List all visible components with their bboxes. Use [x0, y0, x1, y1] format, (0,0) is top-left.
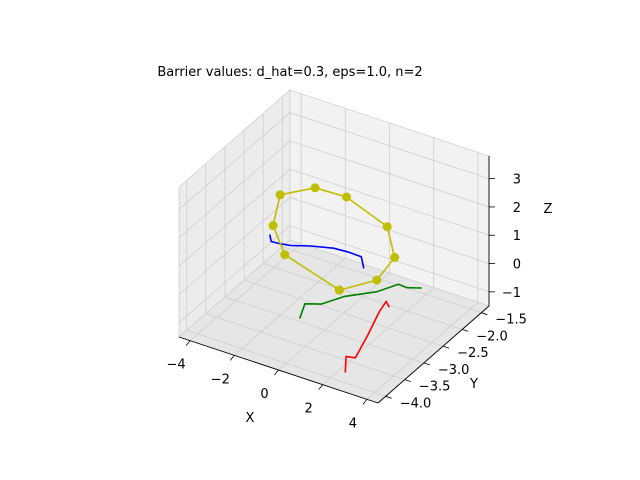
x-tick-mark	[274, 369, 279, 376]
series-marker	[382, 222, 392, 232]
series-line-2	[298, 283, 422, 319]
y-tick-label: −1.5	[495, 313, 527, 328]
series-line-4	[272, 187, 396, 291]
grid-line-x	[189, 93, 302, 342]
y-axis-line	[377, 305, 490, 404]
grid-line-z	[178, 225, 490, 324]
x-tick-mark	[362, 399, 368, 405]
series-marker	[280, 250, 290, 260]
y-axis-label: Y	[469, 377, 478, 392]
z-tick-label: −1	[502, 286, 521, 301]
grid-line-y	[224, 146, 425, 364]
y-tick-mark	[404, 379, 411, 382]
series-marker	[342, 192, 351, 202]
z-axis-label: Z	[544, 202, 553, 217]
grid-line-z	[178, 168, 490, 267]
y-tick-label: −2.0	[476, 329, 508, 344]
y-tick-mark	[462, 329, 469, 332]
x-tick-label: 0	[260, 387, 268, 402]
series-line-3	[344, 300, 390, 373]
series-line-1	[269, 234, 365, 269]
grid-line-y	[262, 113, 463, 330]
x-tick-label: 2	[305, 402, 313, 417]
chart-title: Barrier values: d_hat=0.3, eps=1.0, n=2	[157, 65, 422, 80]
grid-line-z	[178, 197, 490, 295]
x-axis-label: X	[246, 411, 255, 426]
y-tick-label: −2.5	[457, 346, 489, 361]
grid-lines	[178, 93, 490, 400]
x-tick-label: −4	[167, 358, 186, 373]
data-series	[268, 183, 422, 373]
series-marker	[372, 275, 382, 285]
series-marker	[310, 183, 320, 193]
x-tick-label: 4	[349, 416, 357, 431]
y-tick-mark	[442, 345, 450, 349]
grid-line-x	[366, 152, 479, 400]
y-tick-label: −4.0	[400, 396, 432, 411]
grid-line-y	[243, 130, 444, 347]
x-tick-mark	[185, 340, 191, 346]
x-tick-mark	[229, 355, 235, 361]
x-tick-label: −2	[211, 372, 230, 387]
z-tick-label: 0	[513, 258, 521, 273]
grid-line-x	[278, 123, 390, 371]
z-tick-label: 2	[513, 201, 521, 216]
series-marker	[268, 221, 278, 231]
y-tick-label: −3.0	[438, 363, 470, 378]
y-tick-mark	[423, 362, 431, 366]
grid-line-x	[234, 108, 346, 356]
z-tick-label: 1	[513, 229, 521, 244]
grid-line-z	[178, 112, 490, 210]
grid-line-z	[178, 140, 490, 239]
y-tick-mark	[385, 395, 392, 399]
series-marker	[390, 253, 400, 262]
y-tick-label: −3.5	[419, 380, 451, 395]
series-marker	[275, 190, 285, 200]
series-marker	[334, 285, 344, 295]
axis-ticks: −4 −2 0 2 4 −4.0−3.5 −3.0 −2.5 −2.0−1.5 −1 0 1 2 3	[167, 173, 527, 432]
grid-line-y	[205, 163, 405, 380]
grid-line-y	[186, 180, 386, 397]
y-tick-mark	[481, 312, 488, 316]
x-tick-mark	[318, 384, 324, 390]
z-tick-label: 3	[513, 173, 521, 188]
grid-line-x	[322, 137, 435, 386]
